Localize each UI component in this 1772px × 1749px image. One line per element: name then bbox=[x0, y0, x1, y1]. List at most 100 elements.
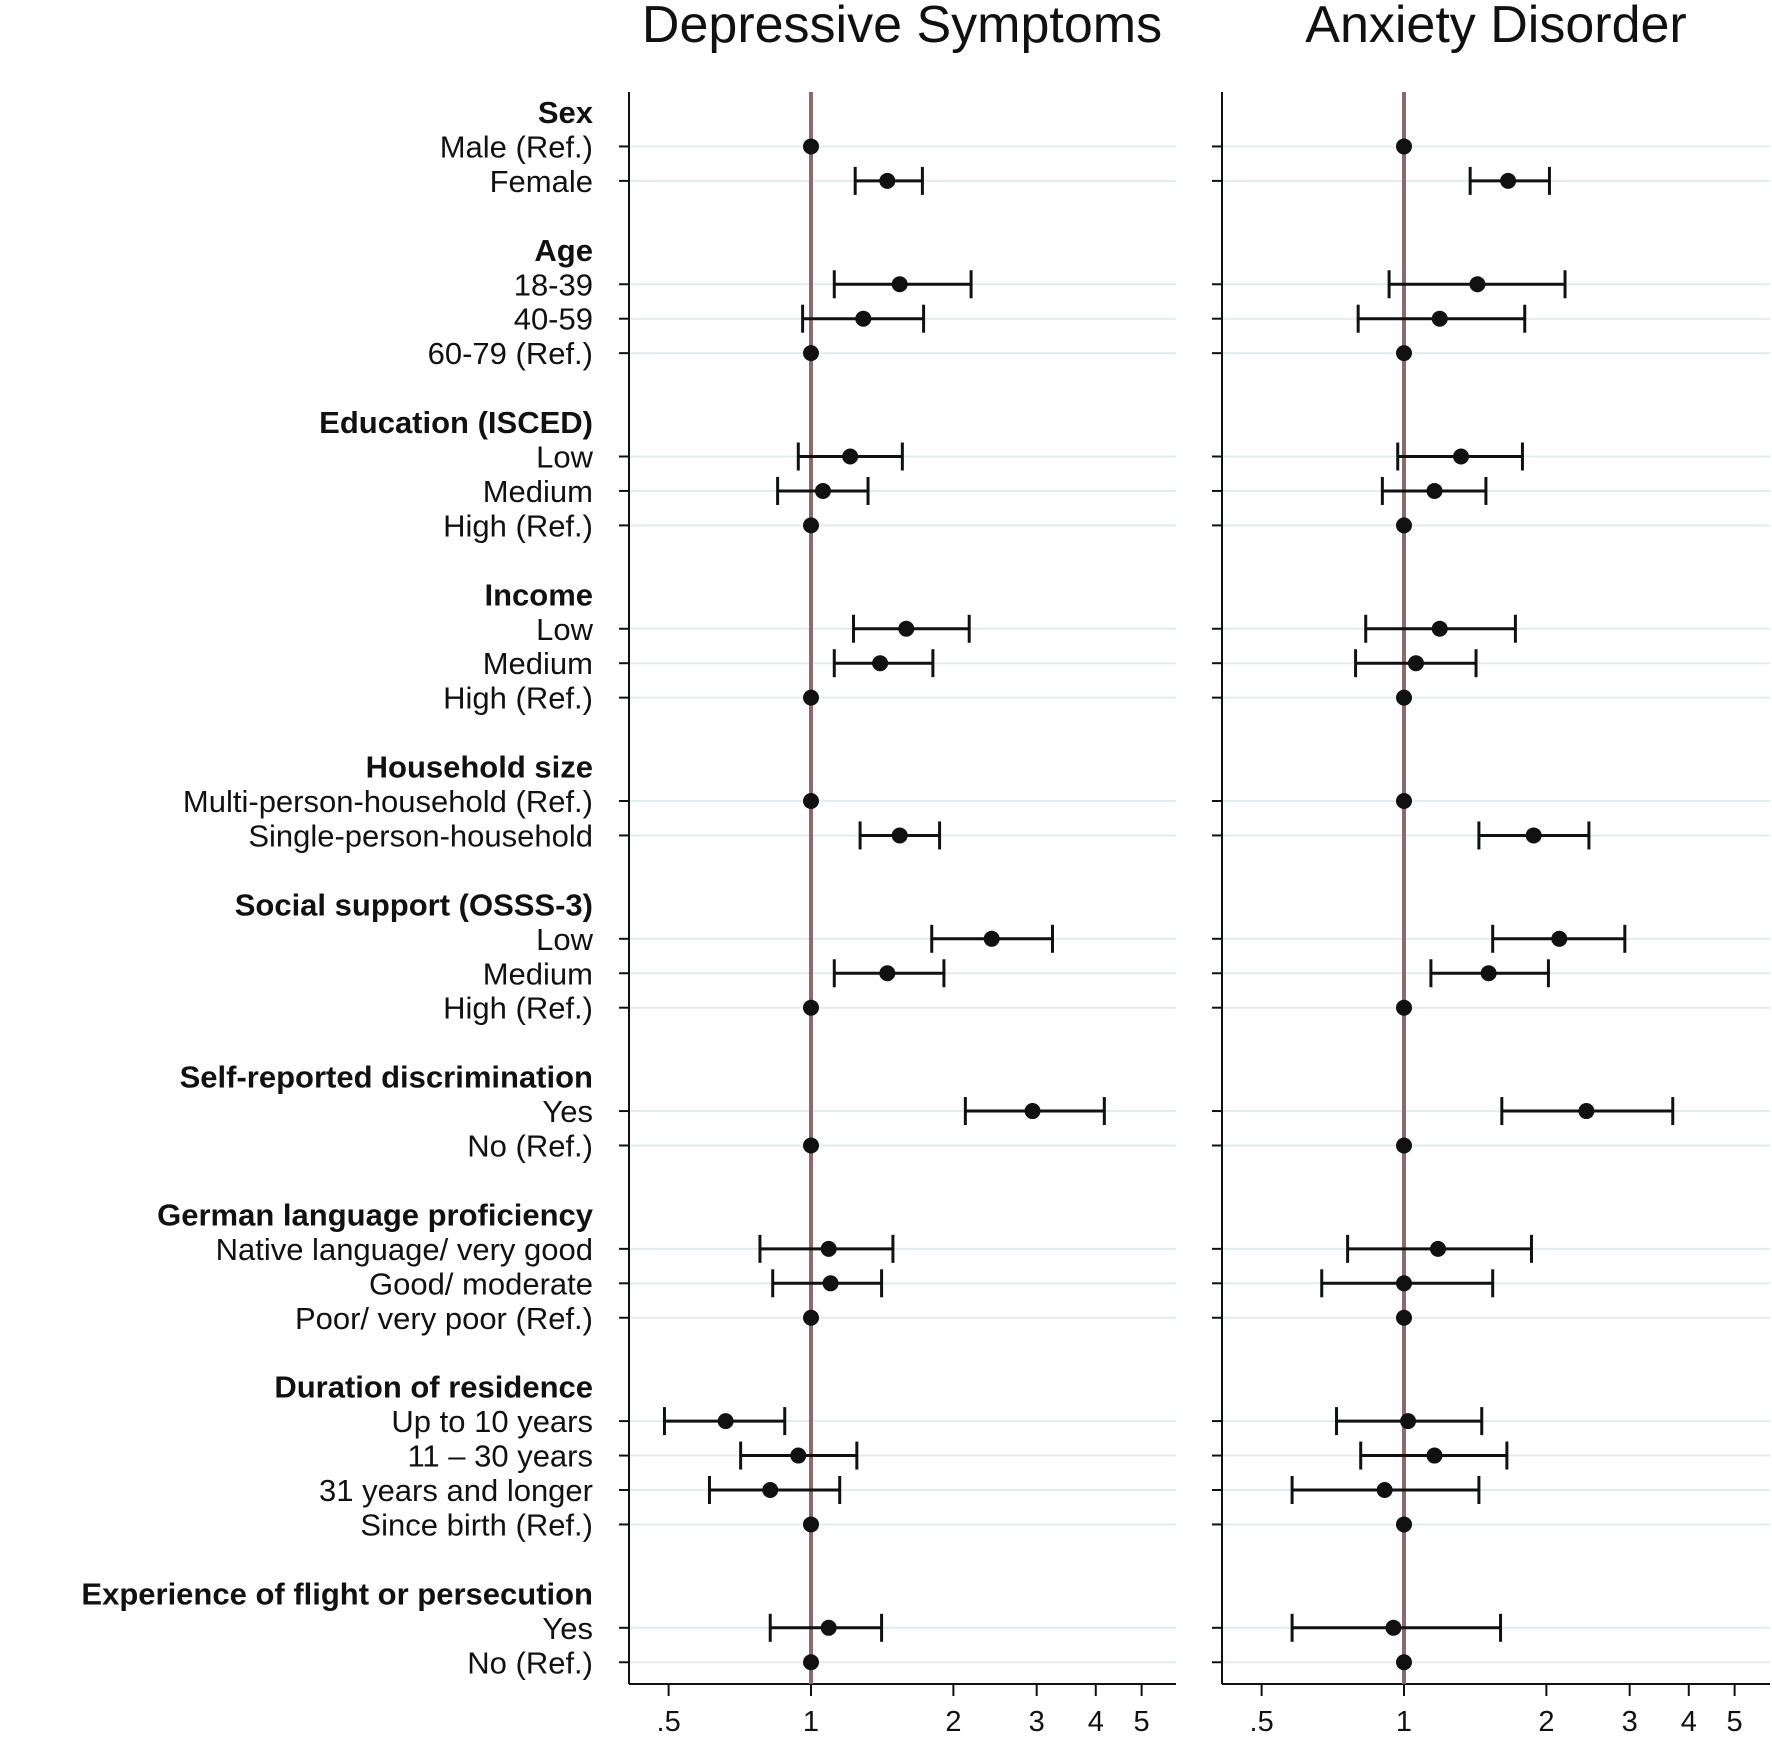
point-estimate bbox=[1376, 1482, 1393, 1498]
group-label: Age bbox=[534, 233, 593, 268]
row-label: Medium bbox=[483, 646, 593, 681]
point-estimate bbox=[820, 1619, 837, 1636]
point-estimate bbox=[1396, 793, 1412, 809]
point-estimate bbox=[1396, 1275, 1412, 1292]
point-estimate bbox=[1407, 655, 1424, 672]
point-estimate bbox=[1578, 1103, 1595, 1120]
point-estimate bbox=[1480, 965, 1497, 982]
point-estimate bbox=[1385, 1619, 1402, 1636]
x-tick-label: 3 bbox=[1029, 1706, 1045, 1738]
point-estimate bbox=[820, 1240, 837, 1257]
point-estimate bbox=[803, 689, 819, 706]
point-estimate bbox=[879, 965, 896, 982]
point-estimate bbox=[1426, 1447, 1443, 1464]
point-estimate bbox=[879, 172, 896, 189]
point-estimate bbox=[898, 620, 915, 637]
point-estimate bbox=[1396, 345, 1412, 362]
point-estimate bbox=[803, 1309, 819, 1326]
point-estimate bbox=[803, 999, 819, 1016]
group-label: Sex bbox=[538, 95, 594, 130]
row-label: Multi-person-household (Ref.) bbox=[183, 784, 593, 819]
point-estimate bbox=[803, 1137, 819, 1154]
point-estimate bbox=[717, 1413, 734, 1430]
group-label: Self-reported discrimination bbox=[180, 1060, 593, 1095]
point-estimate bbox=[1396, 689, 1412, 706]
x-tick-label: 4 bbox=[1681, 1706, 1697, 1738]
point-estimate bbox=[814, 482, 831, 499]
point-estimate bbox=[872, 655, 889, 672]
group-label: Duration of residence bbox=[274, 1370, 593, 1405]
row-label: Up to 10 years bbox=[391, 1404, 593, 1439]
point-estimate bbox=[1396, 999, 1412, 1016]
row-label: Native language/ very good bbox=[216, 1232, 593, 1267]
group-label: Experience of flight or persecution bbox=[81, 1576, 593, 1611]
point-estimate bbox=[1431, 620, 1448, 637]
point-estimate bbox=[891, 827, 908, 844]
panel-title: Depressive Symptoms bbox=[642, 0, 1162, 54]
point-estimate bbox=[803, 138, 819, 155]
point-estimate bbox=[1400, 1413, 1417, 1430]
row-label: Since birth (Ref.) bbox=[360, 1507, 593, 1542]
row-label: Low bbox=[536, 440, 593, 475]
x-tick-label: 5 bbox=[1134, 1706, 1150, 1738]
point-estimate bbox=[1396, 138, 1412, 155]
row-label: Medium bbox=[483, 956, 593, 991]
point-estimate bbox=[790, 1447, 807, 1464]
row-label: High (Ref.) bbox=[443, 508, 593, 543]
point-estimate bbox=[1396, 1137, 1412, 1154]
x-tick-label: 1 bbox=[1396, 1706, 1412, 1738]
x-tick-label: 1 bbox=[803, 1706, 819, 1738]
x-tick-label: 2 bbox=[1538, 1706, 1554, 1738]
row-label: No (Ref.) bbox=[467, 1129, 593, 1164]
row-label: High (Ref.) bbox=[443, 681, 593, 716]
point-estimate bbox=[1500, 172, 1517, 189]
point-estimate bbox=[891, 276, 908, 293]
point-estimate bbox=[1396, 1654, 1412, 1671]
x-tick-label: 2 bbox=[945, 1706, 961, 1738]
point-estimate bbox=[1431, 310, 1448, 327]
row-label: Low bbox=[536, 612, 593, 647]
point-estimate bbox=[1024, 1103, 1041, 1120]
point-estimate bbox=[803, 345, 819, 362]
x-tick-label: 3 bbox=[1622, 1706, 1638, 1738]
row-label: Yes bbox=[542, 1611, 593, 1646]
point-estimate bbox=[1525, 827, 1542, 844]
point-estimate bbox=[803, 517, 819, 534]
point-estimate bbox=[762, 1482, 779, 1498]
x-tick-label: 5 bbox=[1727, 1706, 1743, 1738]
x-tick-label: 4 bbox=[1088, 1706, 1104, 1738]
point-estimate bbox=[1469, 276, 1486, 293]
row-label: 60-79 (Ref.) bbox=[428, 336, 593, 371]
point-estimate bbox=[842, 448, 859, 465]
point-estimate bbox=[803, 1516, 819, 1533]
row-label: No (Ref.) bbox=[467, 1645, 593, 1680]
point-estimate bbox=[1396, 1516, 1412, 1533]
row-label: Male (Ref.) bbox=[440, 129, 593, 164]
row-label: Low bbox=[536, 922, 593, 957]
row-label: Medium bbox=[483, 474, 593, 509]
point-estimate bbox=[1426, 482, 1443, 499]
point-estimate bbox=[1453, 448, 1470, 465]
point-estimate bbox=[1430, 1240, 1447, 1257]
x-tick-label: .5 bbox=[1250, 1706, 1274, 1738]
row-label: 18-39 bbox=[514, 267, 593, 302]
row-label: 40-59 bbox=[514, 302, 593, 337]
row-label: 31 years and longer bbox=[319, 1473, 593, 1508]
x-tick-label: .5 bbox=[657, 1706, 681, 1738]
point-estimate bbox=[822, 1275, 839, 1292]
point-estimate bbox=[803, 793, 819, 809]
point-estimate bbox=[1396, 1309, 1412, 1326]
row-label: Good/ moderate bbox=[369, 1266, 593, 1301]
row-label: Female bbox=[490, 164, 593, 199]
row-label: Yes bbox=[542, 1094, 593, 1129]
point-estimate bbox=[855, 310, 872, 327]
group-label: German language proficiency bbox=[157, 1197, 594, 1232]
row-label: High (Ref.) bbox=[443, 991, 593, 1026]
group-label: Household size bbox=[366, 750, 593, 785]
row-label: Poor/ very poor (Ref.) bbox=[295, 1301, 593, 1336]
row-label: 11 – 30 years bbox=[407, 1439, 593, 1474]
point-estimate bbox=[1396, 517, 1412, 534]
point-estimate bbox=[803, 1654, 819, 1671]
row-label: Single-person-household bbox=[248, 818, 593, 853]
